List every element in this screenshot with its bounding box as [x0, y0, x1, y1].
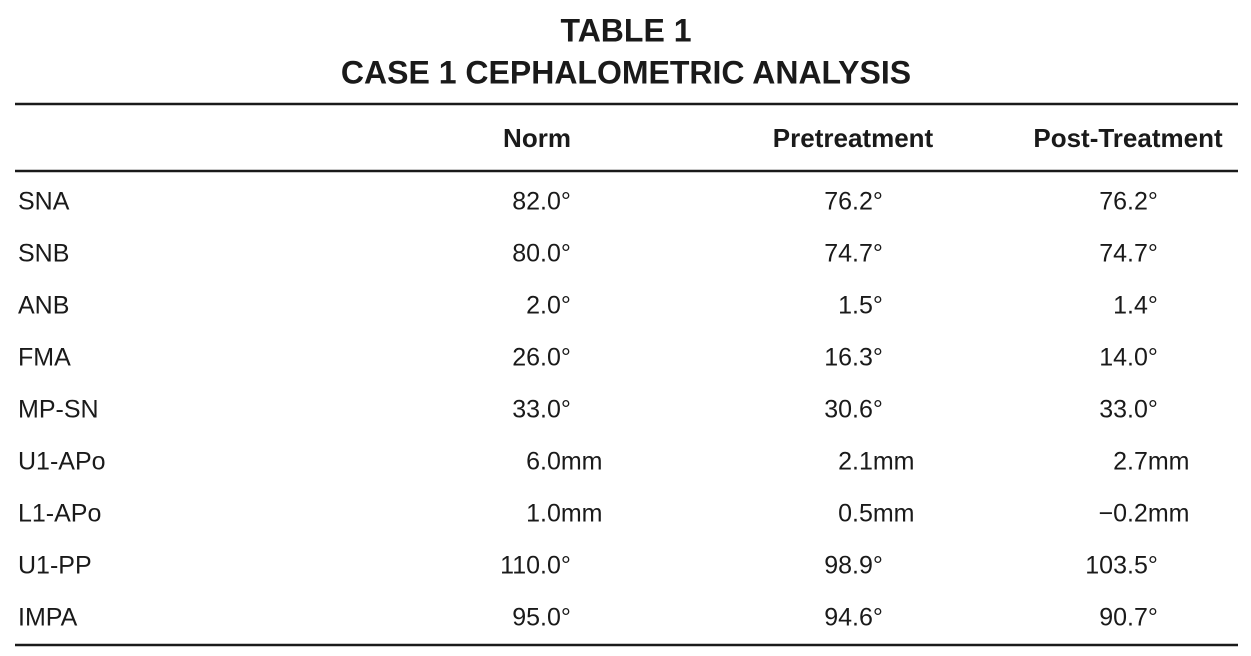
table-cell: 1.0mm — [526, 500, 602, 528]
table-cell: 74.7° — [1099, 240, 1158, 268]
column-header: Pretreatment — [773, 123, 934, 153]
table-cell: 26.0° — [512, 344, 571, 372]
table-cell: 76.2° — [824, 188, 883, 216]
table-cell: 82.0° — [512, 188, 571, 216]
row-label: SNB — [18, 240, 69, 268]
row-label: SNA — [18, 188, 70, 216]
table-cell: 0.5mm — [838, 500, 914, 528]
row-label: FMA — [18, 344, 71, 372]
row-label: MP-SN — [18, 396, 99, 424]
table-cell: 33.0° — [1099, 396, 1158, 424]
table-cell: 94.6° — [824, 604, 883, 632]
table-cell: 76.2° — [1099, 188, 1158, 216]
column-header: Post-Treatment — [1033, 123, 1223, 153]
table-cell: 80.0° — [512, 240, 571, 268]
table-cell: 6.0mm — [526, 448, 602, 476]
table-cell: 14.0° — [1099, 344, 1158, 372]
table-cell: 1.5° — [838, 292, 883, 320]
row-label: ANB — [18, 292, 69, 320]
table-cell: 90.7° — [1099, 604, 1158, 632]
table-cell: 16.3° — [824, 344, 883, 372]
table-cell: 74.7° — [824, 240, 883, 268]
column-header: Norm — [503, 123, 571, 153]
table-cell: 98.9° — [824, 552, 883, 580]
row-label: IMPA — [18, 604, 78, 632]
title-line: TABLE 1 — [561, 12, 692, 48]
table-cell: 2.1mm — [838, 448, 914, 476]
title-line: CASE 1 CEPHALOMETRIC ANALYSIS — [341, 54, 911, 90]
row-label: L1-APo — [18, 500, 101, 528]
table-cell: −0.2mm — [1098, 500, 1189, 528]
table-cell: 110.0° — [500, 552, 571, 580]
table-cell: 30.6° — [824, 396, 883, 424]
row-label: U1-APo — [18, 448, 106, 476]
table-cell: 33.0° — [512, 396, 571, 424]
row-label: U1-PP — [18, 552, 92, 580]
table-cell: 2.7mm — [1113, 448, 1189, 476]
table-cell: 1.4° — [1113, 292, 1158, 320]
table-cell: 103.5° — [1085, 552, 1158, 580]
table-cell: 2.0° — [526, 292, 571, 320]
table-cell: 95.0° — [512, 604, 571, 632]
